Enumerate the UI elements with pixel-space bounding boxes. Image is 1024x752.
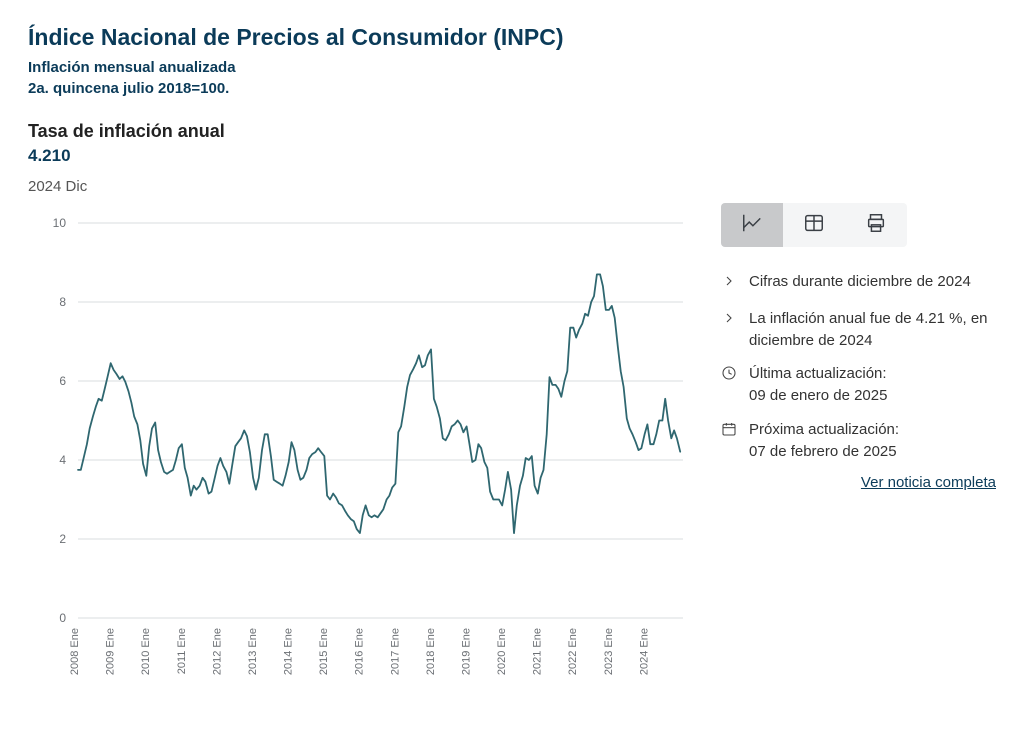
info-item: Última actualización: 09 de enero de 202… [721,363,996,407]
line-chart-icon [741,212,763,239]
svg-text:2021 Ene: 2021 Ene [532,628,544,675]
svg-text:2018 Ene: 2018 Ene [425,628,437,675]
full-news-link[interactable]: Ver noticia completa [721,474,996,491]
clock-icon [721,365,739,407]
info-item-text: Próxima actualización: 07 de febrero de … [749,419,899,463]
svg-text:2017 Ene: 2017 Ene [389,628,401,675]
chart-view-button[interactable] [721,203,783,247]
svg-text:0: 0 [59,611,66,625]
info-item: Cifras durante diciembre de 2024 [721,271,996,296]
chart-toolbar [721,203,907,247]
table-view-button[interactable] [783,203,845,247]
svg-text:2016 Ene: 2016 Ene [354,628,366,675]
info-item-text: La inflación anual fue de 4.21 %, en dic… [749,308,996,352]
svg-text:2013 Ene: 2013 Ene [247,628,259,675]
svg-text:10: 10 [53,216,67,230]
svg-text:2023 Ene: 2023 Ene [603,628,615,675]
svg-text:2008 Ene: 2008 Ene [69,628,81,675]
metric-value: 4.210 [28,146,996,166]
svg-text:2009 Ene: 2009 Ene [105,628,117,675]
svg-text:8: 8 [59,295,66,309]
chevron-icon [721,310,739,352]
svg-text:2019 Ene: 2019 Ene [460,628,472,675]
print-button[interactable] [845,203,907,247]
metric-date: 2024 Dic [28,178,996,195]
chevron-icon [721,273,739,296]
svg-text:2011 Ene: 2011 Ene [176,628,188,674]
svg-text:2014 Ene: 2014 Ene [283,628,295,675]
page-title: Índice Nacional de Precios al Consumidor… [28,24,996,51]
info-list: Cifras durante diciembre de 2024 La infla… [721,271,996,462]
svg-text:2: 2 [59,532,66,546]
info-item-text: Última actualización: 09 de enero de 202… [749,363,887,407]
svg-text:4: 4 [59,453,66,467]
svg-text:2024 Ene: 2024 Ene [638,628,650,675]
calendar-icon [721,421,739,463]
metric-label: Tasa de inflación anual [28,121,996,142]
svg-text:2010 Ene: 2010 Ene [140,628,152,675]
info-item-text: Cifras durante diciembre de 2024 [749,271,971,296]
svg-text:2012 Ene: 2012 Ene [211,628,223,675]
info-item: Próxima actualización: 07 de febrero de … [721,419,996,463]
print-icon [865,212,887,239]
inflation-chart: 0 2 4 6 8 10 2008 Ene 2009 Ene 2010 Ene 2011 Ene 2… [28,203,693,703]
svg-text:2020 Ene: 2020 Ene [496,628,508,675]
svg-text:2022 Ene: 2022 Ene [567,628,579,675]
info-item: La inflación anual fue de 4.21 %, en dic… [721,308,996,352]
subtitle-2: 2a. quincena julio 2018=100. [28,78,996,99]
svg-text:6: 6 [59,374,66,388]
subtitle-1: Inflación mensual anualizada [28,57,996,78]
svg-text:2015 Ene: 2015 Ene [318,628,330,675]
table-icon [803,212,825,239]
